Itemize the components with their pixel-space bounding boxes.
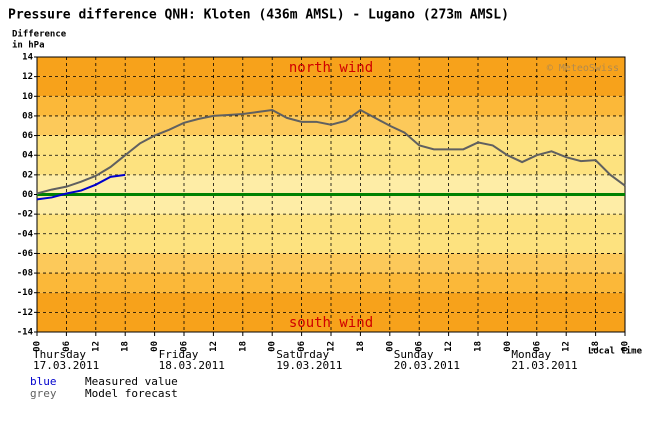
x-tick-label: 12 [562,341,572,352]
y-tick-label: 02 [22,170,33,180]
y-label: Difference [12,29,67,40]
x-tick-label: 00 [268,341,278,352]
x-tick-label: 00 [33,341,43,352]
x-tick-label: 00 [385,341,395,352]
day-date: 18.03.2011 [159,359,225,372]
background-band [37,273,625,293]
y-tick-label: 00 [22,190,33,200]
x-tick-label: 06 [532,341,542,352]
day-date: 19.03.2011 [276,359,342,372]
background-band [37,135,625,156]
annotation: north wind [289,60,373,76]
y-tick-label: 08 [22,111,33,121]
y-tick-label: -08 [17,269,33,279]
x-tick-label: 06 [62,341,72,352]
y-tick-label: -12 [17,308,33,318]
x-tick-label: 18 [591,341,601,352]
x-tick-label: 12 [327,341,337,352]
x-tick-label: 00 [621,341,631,352]
x-tick-label: 18 [121,341,131,352]
y-tick-label: 10 [22,92,33,102]
x-tick-label: 18 [238,341,248,352]
x-tick-label: 18 [356,341,366,352]
day-name: Friday [159,348,199,361]
x-tick-label: 00 [503,341,513,352]
day-name: Thursday [33,348,86,361]
y-label: in hPa [12,40,45,51]
y-tick-label: -02 [17,210,33,220]
day-date: 21.03.2011 [511,359,577,372]
y-tick-label: 12 [22,72,33,82]
y-tick-label: 06 [22,131,33,141]
y-tick-label: 04 [22,151,33,161]
legend-label: Measured value [85,375,178,388]
legend-key: grey [30,387,57,400]
annotation: south wind [289,315,373,331]
series-line [36,173,126,201]
day-date: 17.03.2011 [33,359,99,372]
legend-label: Model forecast [85,387,178,400]
background-band [37,214,625,234]
day-name: Monday [511,348,551,361]
x-tick-label: 12 [209,341,219,352]
x-tick-label: 06 [415,341,425,352]
x-tick-label: 12 [444,341,454,352]
x-tick-label: 18 [474,341,484,352]
y-tick-label: 14 [22,53,33,63]
day-name: Saturday [276,348,329,361]
x-tick-label: 06 [297,341,307,352]
chart-title: Pressure difference QNH: Kloten (436m AM… [8,8,509,23]
y-tick-label: -04 [17,229,34,239]
annotation: © MeteoSwiss [547,63,619,74]
y-tick-label: -10 [17,288,33,298]
series-line [36,108,626,195]
day-date: 20.03.2011 [394,359,460,372]
y-tick-label: -14 [17,328,34,338]
x-tick-label: 00 [150,341,160,352]
x-tick-label: 06 [180,341,190,352]
day-name: Sunday [394,348,434,361]
y-tick-label: -06 [17,249,33,259]
x-unit-label: Local time [588,346,643,357]
x-tick-label: 12 [91,341,101,352]
legend-key: blue [30,375,57,388]
